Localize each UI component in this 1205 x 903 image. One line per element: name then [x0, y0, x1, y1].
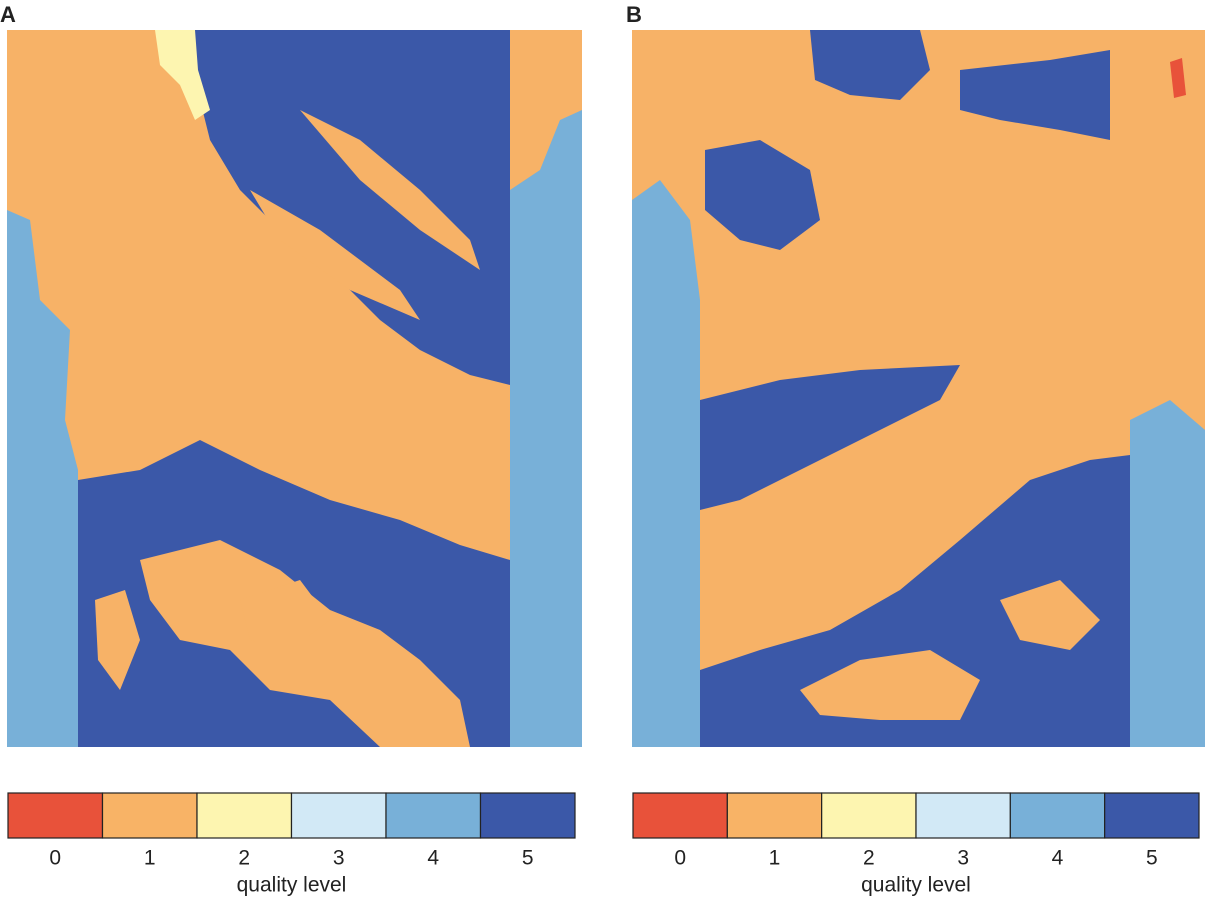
colorbar-cell — [101, 792, 198, 839]
colorbar-tick-label: 1 — [144, 847, 156, 870]
colorbar-tick-label: 0 — [49, 847, 61, 870]
colorbar-tick-label: 5 — [522, 847, 534, 870]
panel-label: B — [626, 2, 642, 27]
colorbar-cell — [915, 792, 1011, 839]
colorbar-tick-label: 2 — [238, 847, 250, 870]
colorbar-cell — [821, 792, 917, 839]
panel-label: A — [0, 2, 16, 27]
colorbar-tick-label: 1 — [769, 847, 781, 870]
colorbar-cell — [1009, 792, 1106, 839]
colorbar-tick-label: 5 — [1146, 847, 1158, 870]
map-a — [7, 30, 582, 747]
colorbar-tick-label: 0 — [674, 847, 686, 870]
colorbar-cell — [7, 792, 104, 839]
colorbar-tick-label: 3 — [333, 847, 345, 870]
colorbar-cell — [196, 792, 293, 839]
colorbar-cell — [1104, 792, 1200, 839]
colorbar-cell — [385, 792, 482, 839]
colorbar-cell — [290, 792, 387, 839]
map-b — [632, 30, 1205, 747]
colorbar-label: quality level — [237, 874, 347, 897]
colorbar-tick-label: 2 — [863, 847, 875, 870]
colorbar-cell — [479, 792, 576, 839]
colorbar-label: quality level — [861, 874, 971, 897]
colorbar-tick-label: 4 — [1052, 847, 1064, 870]
colorbar-cell — [632, 792, 728, 839]
colorbar-tick-label: 3 — [957, 847, 969, 870]
colorbar-tick-label: 4 — [427, 847, 439, 870]
colorbar-cell — [726, 792, 823, 839]
